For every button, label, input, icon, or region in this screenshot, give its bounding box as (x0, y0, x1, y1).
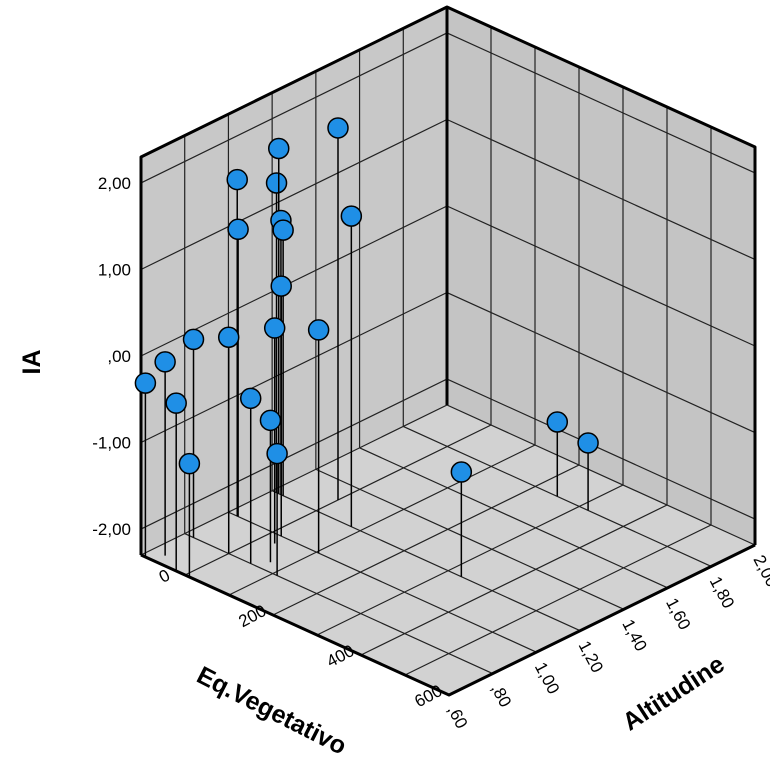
data-point (182, 328, 205, 351)
data-point (546, 411, 569, 433)
z-tick-label: 2,00 (98, 174, 131, 193)
data-point (226, 168, 248, 191)
frame-bottom (140, 543, 756, 697)
z-tick-label: ,00 (107, 347, 131, 366)
data-point (134, 372, 157, 394)
data-point (259, 409, 282, 432)
data-point (239, 387, 262, 410)
grid-line-y-5 (360, 107, 668, 656)
y-axis-title: Altitudine (618, 650, 730, 736)
data-point (307, 319, 330, 341)
data-point (450, 461, 473, 483)
x-tick-label: 1,40 (618, 616, 650, 654)
x-tick-label: 1,20 (575, 638, 607, 676)
data-point (340, 205, 363, 227)
data-point (270, 275, 292, 297)
data-point (267, 137, 290, 160)
data-point (266, 442, 288, 465)
z-tick-label: 1,00 (98, 260, 131, 279)
data-point (263, 317, 286, 339)
data-point (178, 452, 201, 475)
x-tick-label: ,60 (443, 702, 471, 732)
x-tick-label: 1,80 (706, 573, 738, 611)
chart-frame (139, 5, 757, 697)
data-point (227, 218, 249, 241)
data-point (217, 326, 240, 349)
data-point (154, 351, 176, 373)
data-point (272, 219, 294, 241)
grid-line-y-3 (272, 67, 580, 616)
z-tick-label: -1,00 (92, 434, 131, 453)
floor (141, 405, 755, 695)
grid-line-y-6 (404, 127, 712, 676)
x-axis-title: Eq.Vegetativo (192, 661, 351, 760)
grid-line-y-4 (316, 87, 624, 636)
data-point (165, 392, 187, 414)
data-point (327, 117, 349, 139)
z-axis-title: IA (18, 350, 46, 375)
data-point (577, 432, 599, 454)
grid-line-y-2 (228, 47, 536, 596)
x-tick-label: ,80 (487, 681, 515, 711)
x-tick-label: 1,00 (531, 659, 563, 697)
data-point (265, 172, 288, 194)
x-tick-label: 2,00 (749, 552, 770, 590)
x-tick-label: 1,60 (662, 595, 694, 633)
z-tick-label: -2,00 (92, 520, 131, 539)
grid-line-y-1 (184, 27, 492, 576)
chart-marks (134, 117, 599, 577)
